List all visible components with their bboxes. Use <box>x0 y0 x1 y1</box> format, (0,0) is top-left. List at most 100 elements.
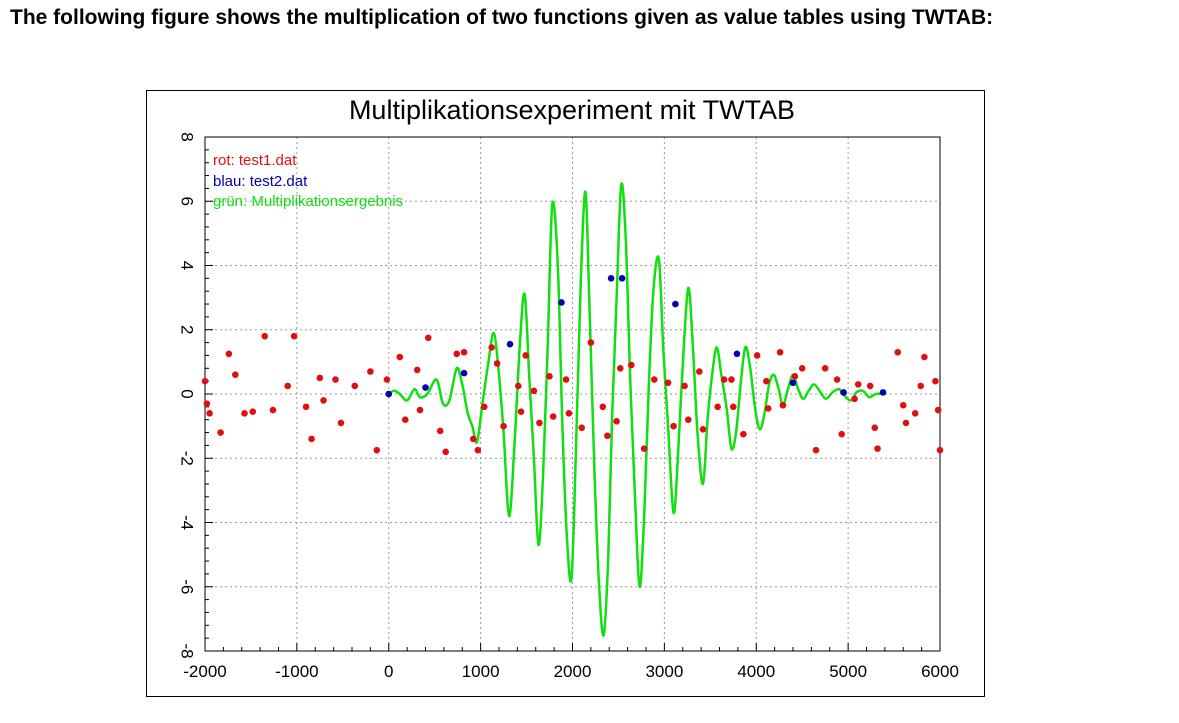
data-point-red <box>217 429 224 436</box>
legend-entry-red: rot: test1.dat <box>213 152 297 169</box>
data-point-red <box>424 334 432 342</box>
data-layer <box>201 182 944 637</box>
data-point-red <box>493 360 501 367</box>
data-point-red <box>284 382 291 390</box>
chart-title: Multiplikationsexperiment mit TWTAB <box>349 95 795 125</box>
data-point-red <box>474 446 482 454</box>
data-point-red <box>530 387 538 395</box>
x-tick-label: 0 <box>384 662 393 681</box>
x-tick-label: 2000 <box>554 662 592 681</box>
data-point-red <box>798 365 806 372</box>
data-point-red <box>854 381 862 388</box>
data-point-red <box>373 446 381 454</box>
data-point-blue <box>385 390 393 398</box>
data-point-red <box>838 430 845 438</box>
data-point-red <box>396 353 404 361</box>
data-point-red <box>225 350 233 358</box>
data-point-red <box>728 376 735 383</box>
data-point-red <box>514 382 522 390</box>
legend-entry-blue: blau: test2.dat <box>213 173 308 190</box>
data-point-red <box>899 401 907 409</box>
data-point-red <box>821 365 829 372</box>
data-point-red <box>779 401 787 409</box>
data-point-red <box>917 382 925 390</box>
data-point-red <box>453 350 461 358</box>
data-point-blue <box>672 300 679 308</box>
data-point-red <box>791 373 799 380</box>
data-point-red <box>565 409 573 417</box>
data-point-red <box>442 448 450 456</box>
data-point-red <box>500 422 507 430</box>
page-heading: The following figure shows the multiplic… <box>10 6 994 29</box>
chart-figure: Multiplikationsexperiment mit TWTAB -2 0 0… <box>146 90 985 697</box>
data-point-red <box>684 416 692 424</box>
data-point-red <box>517 408 525 415</box>
data-point-red <box>776 348 784 356</box>
y-tick-label: -8 <box>178 643 197 658</box>
y-tick-label: 0 <box>178 389 197 398</box>
data-point-red <box>546 373 553 380</box>
data-point-red <box>488 344 495 351</box>
data-point-blue <box>879 389 887 396</box>
data-point-red <box>650 376 658 383</box>
x-tick-label: -1000 <box>275 662 318 681</box>
data-point-red <box>460 348 468 356</box>
y-tick-label: -6 <box>178 579 197 594</box>
data-point-red <box>763 377 770 385</box>
data-point-red <box>699 426 707 433</box>
data-point-red <box>911 409 919 417</box>
data-point-red <box>290 332 298 340</box>
y-tick-label: 6 <box>178 197 197 206</box>
x-tick-label: 4000 <box>737 662 775 681</box>
data-point-red <box>833 376 841 383</box>
data-point-red <box>308 435 315 443</box>
data-point-red <box>640 445 648 452</box>
y-tick-label: 2 <box>178 325 197 334</box>
data-point-red <box>587 339 595 346</box>
data-point-blue <box>460 369 468 377</box>
data-point-red <box>599 403 607 411</box>
data-point-red <box>936 446 944 454</box>
data-point-red <box>866 382 874 390</box>
data-point-red <box>871 424 879 432</box>
data-point-red <box>894 348 902 356</box>
data-point-blue <box>506 340 514 348</box>
data-point-red <box>206 409 213 417</box>
data-point-blue <box>733 350 741 358</box>
data-point-blue <box>618 275 626 282</box>
data-point-red <box>536 419 543 427</box>
data-point-red <box>401 416 409 424</box>
y-tick-label: -4 <box>178 515 197 530</box>
data-point-red <box>604 432 611 440</box>
data-point-red <box>261 332 269 340</box>
data-point-red <box>201 377 209 385</box>
y-tick-label: -2 <box>178 451 197 466</box>
data-point-red <box>383 376 391 383</box>
data-point-red <box>562 376 570 383</box>
data-point-red <box>549 413 557 420</box>
data-point-red <box>812 446 820 454</box>
x-tick-label: 3000 <box>645 662 683 681</box>
data-point-red <box>695 368 703 375</box>
data-point-red <box>902 419 910 427</box>
data-point-red <box>269 406 277 414</box>
data-point-red <box>416 406 424 414</box>
data-point-red <box>921 353 928 361</box>
data-point-red <box>203 400 211 407</box>
data-point-red <box>670 422 677 430</box>
data-point-red <box>681 382 688 390</box>
data-point-red <box>413 366 421 374</box>
data-point-red <box>351 382 359 390</box>
data-point-red <box>753 352 761 359</box>
data-point-blue <box>422 384 429 391</box>
data-point-red <box>628 361 635 369</box>
data-point-red <box>664 379 672 387</box>
legend-entry-green: grün: Multiplikationsergebnis <box>213 193 403 210</box>
y-tick-label: 4 <box>178 261 197 270</box>
data-point-red <box>729 403 737 411</box>
axes: -2000 -1000 0 1000 2000 3000 4000 5000 6000 -8 -6 -… <box>178 132 959 681</box>
data-point-red <box>934 406 942 414</box>
data-point-red <box>332 376 339 383</box>
data-point-blue <box>607 275 615 282</box>
chart-svg: Multiplikationsexperiment mit TWTAB -2 0 0… <box>178 95 959 681</box>
